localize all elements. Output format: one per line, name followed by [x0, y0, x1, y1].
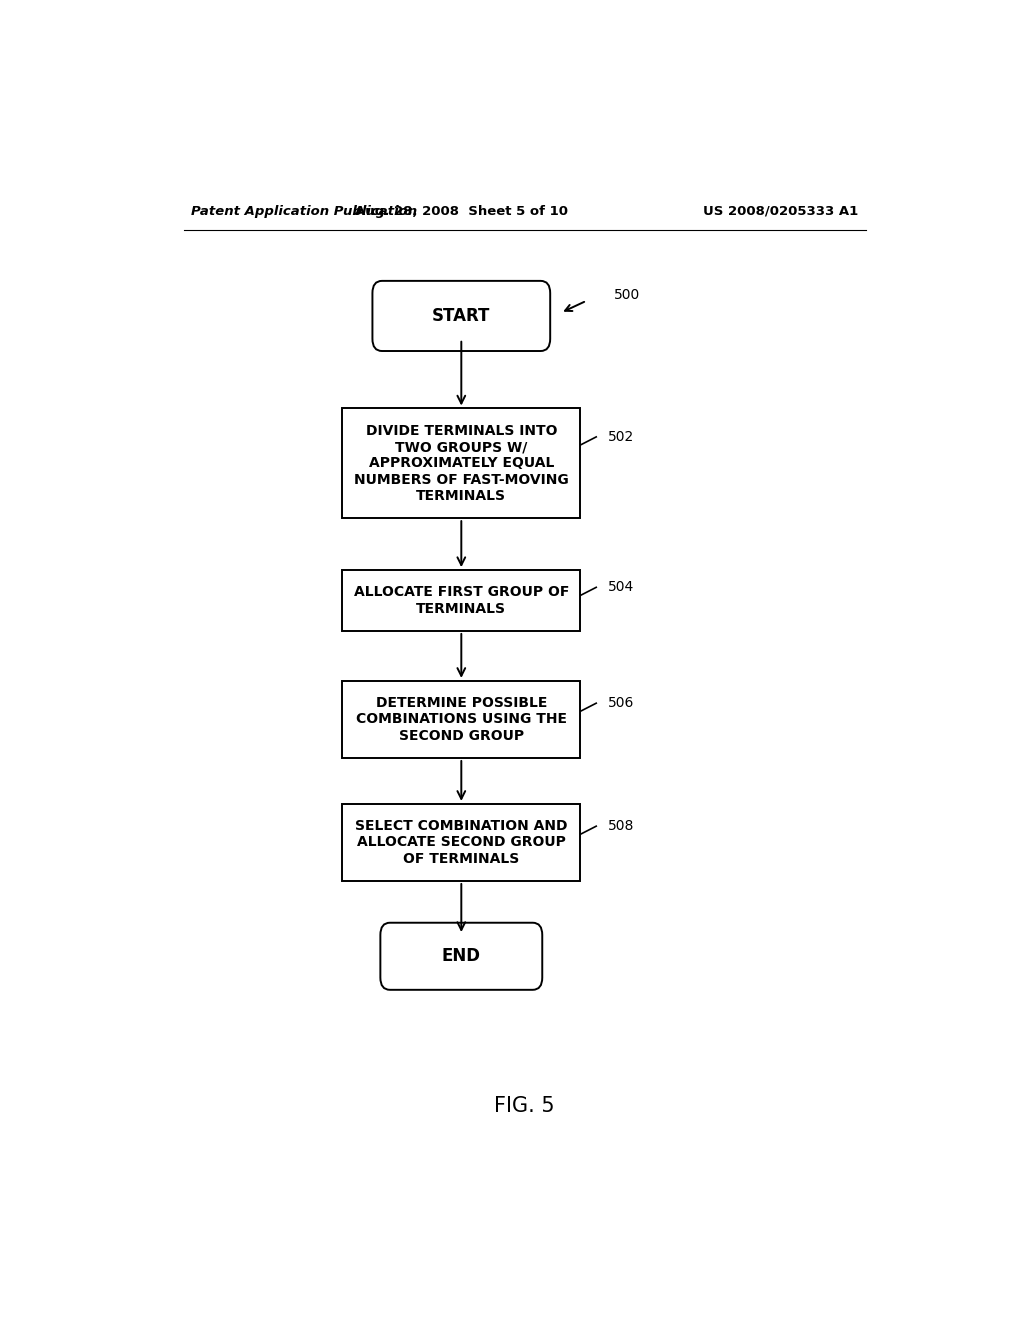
Text: FIG. 5: FIG. 5: [495, 1096, 555, 1115]
Text: START: START: [432, 308, 490, 325]
Text: 508: 508: [608, 820, 635, 833]
Text: DETERMINE POSSIBLE
COMBINATIONS USING THE
SECOND GROUP: DETERMINE POSSIBLE COMBINATIONS USING TH…: [355, 696, 567, 743]
Bar: [342, 804, 581, 880]
Text: Patent Application Publication: Patent Application Publication: [191, 205, 418, 218]
Text: SELECT COMBINATION AND
ALLOCATE SECOND GROUP
OF TERMINALS: SELECT COMBINATION AND ALLOCATE SECOND G…: [355, 820, 567, 866]
Text: US 2008/0205333 A1: US 2008/0205333 A1: [702, 205, 858, 218]
Bar: [342, 681, 581, 758]
Text: END: END: [441, 948, 481, 965]
Text: 500: 500: [613, 288, 640, 301]
Text: 506: 506: [608, 696, 635, 710]
Bar: [342, 570, 581, 631]
Text: Aug. 28, 2008  Sheet 5 of 10: Aug. 28, 2008 Sheet 5 of 10: [354, 205, 568, 218]
FancyBboxPatch shape: [380, 923, 543, 990]
Text: DIVIDE TERMINALS INTO
TWO GROUPS W/
APPROXIMATELY EQUAL
NUMBERS OF FAST-MOVING
T: DIVIDE TERMINALS INTO TWO GROUPS W/ APPR…: [354, 424, 568, 503]
Bar: [342, 408, 581, 519]
Text: 502: 502: [608, 430, 635, 444]
Text: 504: 504: [608, 581, 635, 594]
Text: ALLOCATE FIRST GROUP OF
TERMINALS: ALLOCATE FIRST GROUP OF TERMINALS: [353, 586, 569, 615]
FancyBboxPatch shape: [373, 281, 550, 351]
